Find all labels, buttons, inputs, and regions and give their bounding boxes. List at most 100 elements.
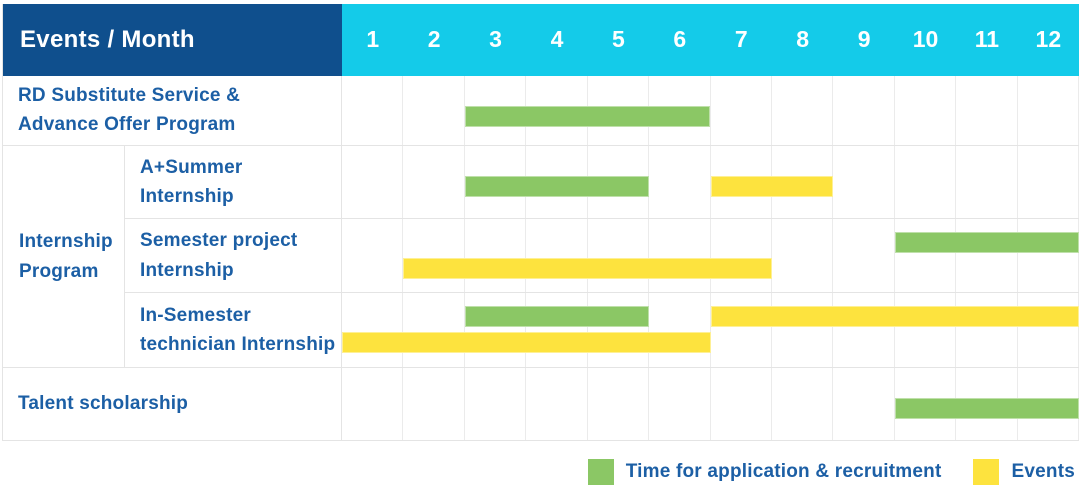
group-label-internship-program: Internship Program: [3, 146, 125, 368]
table-header-row: Events / Month 1 2 3 4 5 6 7 8 9 10 11 12: [3, 4, 1079, 76]
events-month-header-cell: Events / Month: [3, 4, 342, 76]
grid-cell: [833, 368, 895, 440]
gantt-bar-application: [464, 176, 650, 198]
grid-cell: [1018, 219, 1079, 293]
grid-cell: [588, 219, 650, 293]
grid-cell: [403, 219, 465, 293]
events-month-label: Events / Month: [20, 25, 195, 53]
internship-program-rows: A+Summer Internship Semester project Int…: [125, 146, 1079, 368]
row-timeline-talent-scholarship: [342, 368, 1079, 440]
grid-cell: [465, 293, 527, 368]
grid-cell: [711, 293, 772, 368]
green-swatch-icon: [587, 459, 614, 485]
row-semester-project-internship: Semester project Internship: [125, 219, 1079, 294]
grid-cell: [526, 293, 588, 368]
grid-cell: [956, 219, 1018, 293]
gantt-bar-event: [710, 306, 1079, 328]
grid-cell: [342, 368, 404, 440]
grid-cell: [342, 75, 404, 146]
legend-item-events: Events: [973, 459, 1075, 485]
grid-cell: [895, 219, 957, 293]
grid-cell: [342, 146, 404, 219]
grid-cell: [403, 146, 465, 219]
month-header-cell: 11: [974, 26, 1000, 53]
row-talent-scholarship: Talent scholarship: [3, 368, 1079, 441]
grid-cell: [711, 219, 772, 293]
row-timeline-a-plus-summer-internship: [342, 146, 1079, 219]
grid-cell: [649, 219, 711, 293]
gantt-bar-event: [403, 258, 772, 280]
legend-label-application: Time for application & recruitment: [625, 461, 942, 482]
row-in-semester-technician-internship: In-Semester technician Internship: [125, 293, 1079, 368]
grid-cell: [772, 219, 834, 293]
grid-cell: [833, 146, 895, 219]
grid-cell: [772, 75, 834, 146]
grid-cell: [833, 293, 895, 368]
grid-cell: [342, 293, 404, 368]
events-month-table: Events / Month 1 2 3 4 5 6 7 8 9 10 11 12 RD Substi…: [2, 4, 1079, 441]
month-header-cell: 7: [734, 26, 748, 53]
gantt-bar-application: [464, 306, 650, 328]
grid-cell: [342, 219, 404, 293]
grid-cell: [649, 368, 711, 440]
grid-cell: [465, 368, 527, 440]
month-header-cell: 2: [427, 26, 441, 53]
grid-cell: [403, 368, 465, 440]
month-header-cell: 12: [1035, 26, 1062, 53]
month-header-cell: 1: [366, 26, 380, 53]
grid-cell: [956, 75, 1018, 146]
row-label-a-plus-summer-internship: A+Summer Internship: [125, 146, 342, 219]
row-timeline-rd-substitute-service: [342, 75, 1079, 146]
month-header-cell: 4: [550, 26, 564, 53]
grid-cell: [772, 368, 834, 440]
grid-cell: [711, 368, 772, 440]
grid-cell: [588, 293, 650, 368]
row-timeline-semester-project-internship: [342, 219, 1079, 293]
grid-cell: [526, 368, 588, 440]
month-header-cell: 9: [857, 26, 871, 53]
grid-cell: [895, 75, 957, 146]
legend-label-events: Events: [1011, 461, 1075, 482]
yellow-swatch-icon: [973, 459, 1000, 485]
row-a-plus-summer-internship: A+Summer Internship: [125, 146, 1079, 220]
grid-cell: [956, 146, 1018, 219]
month-grid: [342, 75, 1079, 146]
month-header-cell: 3: [489, 26, 502, 53]
row-rd-substitute-service: RD Substitute Service & Advance Offer Pr…: [3, 75, 1079, 147]
row-label-in-semester-technician-internship: In-Semester technician Internship: [125, 293, 342, 368]
grid-cell: [895, 146, 957, 219]
grid-cell: [833, 219, 895, 293]
gantt-bar-application: [894, 398, 1079, 420]
month-axis: 1 2 3 4 5 6 7 8 9 10 11 12: [342, 4, 1079, 76]
grid-cell: [1018, 293, 1079, 368]
legend-item-application: Time for application & recruitment: [587, 459, 942, 485]
month-grid: [342, 293, 1079, 368]
gantt-bar-event: [710, 176, 834, 198]
month-header-cell: 6: [673, 26, 687, 53]
grid-cell: [526, 219, 588, 293]
gantt-bar-application: [894, 232, 1079, 254]
month-header-cell: 5: [612, 26, 625, 53]
grid-cell: [711, 75, 772, 146]
gantt-bar-event: [342, 332, 711, 354]
month-header-cell: 10: [912, 26, 939, 53]
grid-cell: [649, 146, 711, 219]
grid-cell: [465, 219, 527, 293]
row-label-rd-substitute-service: RD Substitute Service & Advance Offer Pr…: [3, 75, 342, 146]
grid-cell: [403, 293, 465, 368]
grid-cell: [649, 293, 711, 368]
grid-cell: [1018, 75, 1079, 146]
grid-cell: [1018, 146, 1079, 219]
grid-cell: [588, 368, 650, 440]
legend: Time for application & recruitment Event…: [587, 459, 1075, 485]
row-label-talent-scholarship: Talent scholarship: [3, 368, 342, 440]
row-label-semester-project-internship: Semester project Internship: [125, 219, 342, 293]
month-header-cell: 8: [796, 26, 810, 53]
grid-cell: [833, 75, 895, 146]
grid-cell: [895, 293, 957, 368]
internship-program-group: Internship Program A+Summer Internship S…: [3, 146, 1079, 369]
grid-cell: [956, 293, 1018, 368]
row-timeline-in-semester-technician-internship: [342, 293, 1079, 368]
month-grid: [342, 219, 1079, 293]
